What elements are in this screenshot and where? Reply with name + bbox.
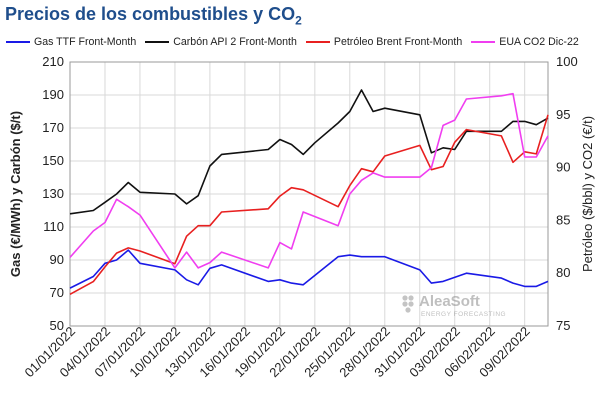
watermark-text: AleaSoft [419, 293, 480, 310]
series-line-1 [69, 249, 549, 289]
watermark-logo-icon [402, 295, 414, 313]
y-tick-label: 90 [50, 252, 64, 267]
chart-title: Precios de los combustibles y CO2 [5, 4, 302, 28]
y-tick-label: 190 [42, 87, 64, 102]
y-tick-label: 70 [50, 285, 64, 300]
legend-label: Petróleo Brent Front-Month [333, 36, 463, 48]
legend-item: Petróleo Brent Front-Month [305, 36, 463, 48]
y2-tick-label: 100 [556, 54, 578, 69]
legend-label: Gas TTF Front-Month [34, 36, 137, 48]
y-axis-right: 75 80 85 90 95 100 [556, 54, 578, 333]
y-tick-label: 210 [42, 54, 64, 69]
y-tick-label: 150 [42, 153, 64, 168]
y2-tick-label: 75 [556, 318, 570, 333]
legend-label: EUA CO2 Dic-22 [499, 36, 579, 48]
y-axis-title: Gas (€/MWh) y Carbón ($/t) [8, 111, 23, 277]
legend-swatch [6, 41, 30, 43]
legend-item: Carbón API 2 Front-Month [145, 36, 297, 48]
legend-item: EUA CO2 Dic-22 [471, 36, 579, 48]
series-line-4 [69, 92, 549, 269]
y-tick-label: 110 [43, 219, 64, 234]
y2-axis-title: Petróleo ($/bbl) y CO2 (€/t) [580, 116, 595, 272]
y-tick-label: 130 [42, 186, 64, 201]
x-axis: 01/01/202204/01/202207/01/202210/01/2022… [21, 324, 532, 381]
chart-legend: Gas TTF Front-Month Carbón API 2 Front-Mo… [6, 36, 579, 48]
legend-label: Carbón API 2 Front-Month [173, 36, 297, 48]
watermark-subtext: ENERGY FORECASTING [421, 311, 506, 318]
series-line-3 [69, 114, 549, 296]
y2-tick-label: 85 [556, 212, 570, 227]
legend-swatch [305, 41, 330, 43]
series-line-2 [69, 89, 549, 215]
y-tick-label: 50 [50, 318, 64, 333]
grid-lines [69, 61, 548, 327]
legend-item: Gas TTF Front-Month [6, 36, 136, 48]
y2-tick-label: 80 [556, 265, 570, 280]
series-layer [69, 89, 549, 296]
y2-tick-label: 90 [556, 160, 570, 175]
legend-swatch [471, 41, 496, 43]
watermark: AleaSoft ENERGY FORECASTING [402, 293, 506, 318]
y2-tick-label: 95 [556, 107, 570, 122]
legend-swatch [145, 41, 170, 43]
y-tick-label: 170 [42, 120, 64, 135]
y-axis-left: 50 70 90 110 130 150 170 190 210 [42, 54, 64, 333]
plot-border [69, 61, 549, 327]
